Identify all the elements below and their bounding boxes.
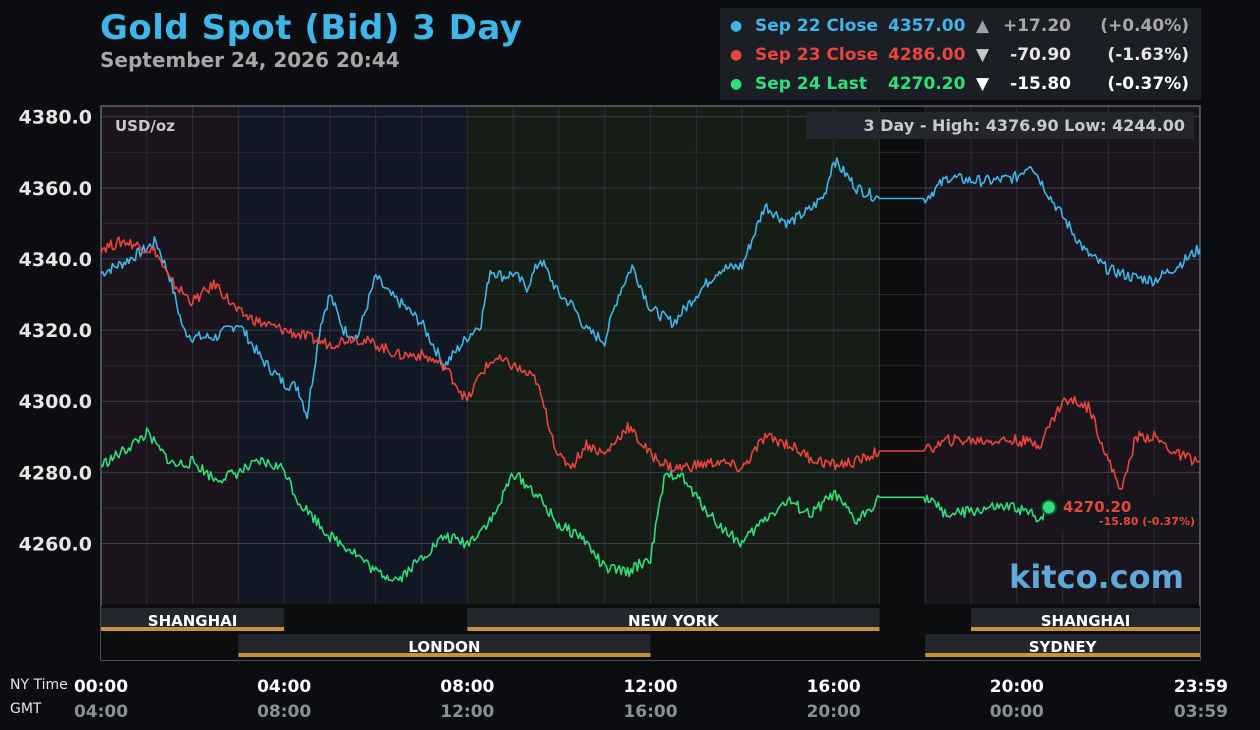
session-band (467, 106, 880, 604)
x-tick-label-ny: 04:00 (257, 677, 311, 697)
x-tick-label-ny: 16:00 (807, 677, 861, 697)
session-label: SYDNEY (1029, 638, 1098, 656)
x-tick-label-gmt: 12:00 (440, 702, 494, 722)
high-low-box (806, 112, 1194, 139)
legend-dot-icon: ● (730, 47, 743, 63)
session-label: SHANGHAI (148, 612, 238, 630)
x-tick-label-gmt: 16:00 (623, 702, 677, 722)
legend-value: 4357.00 (888, 16, 966, 36)
axes: 4380.0 4360.0 4340.0 4320.0 4300.0 4280.0 4260… (19, 107, 1228, 722)
y-tick-label: 4380.0 (19, 107, 92, 129)
gmt-label: GMT (10, 701, 42, 717)
session-block (238, 634, 651, 656)
unit-label: USD/oz (115, 117, 175, 135)
session-band (101, 106, 239, 604)
x-tick-label-gmt: 00:00 (990, 702, 1044, 722)
y-tick-label: 4340.0 (19, 249, 92, 271)
session-block (971, 608, 1200, 630)
x-tick-label-gmt: 04:00 (74, 702, 128, 722)
last-price-marker (1040, 499, 1057, 516)
up-arrow-icon: ▲ (976, 16, 990, 36)
y-tick-label: 4300.0 (19, 391, 92, 413)
legend-value: 4270.20 (888, 74, 966, 94)
ny-time-label: NY Time (10, 677, 68, 693)
chart-date: September 24, 2026 20:44 (100, 48, 400, 72)
legend-dot-icon: ● (730, 76, 743, 92)
y-tick-label: 4260.0 (19, 534, 92, 556)
session-bar (925, 653, 1200, 657)
legend-row-sep23: ● Sep 23 Close 4286.00 ▼ -70.90 (-1.63%) (720, 45, 1201, 73)
legend-row-sep22: ● Sep 22 Close 4357.00 ▲ +17.20 (+0.40%) (720, 16, 1201, 44)
session-block (925, 634, 1200, 656)
legend-name: Sep 24 Last (755, 74, 867, 94)
chart-title: Gold Spot (Bid) 3 Day (100, 8, 523, 48)
last-value-box (1058, 494, 1198, 530)
legend-name: Sep 23 Close (755, 45, 879, 65)
series-lines (100, 157, 1201, 583)
legend-percent: (+0.40%) (1100, 16, 1189, 36)
y-tick-label: 4360.0 (19, 178, 92, 200)
down-arrow-icon: ▼ (976, 45, 990, 65)
session-label: LONDON (408, 638, 480, 656)
session-block (467, 608, 880, 630)
x-tick-label-ny: 20:00 (990, 677, 1044, 697)
legend-change: +17.20 (1002, 16, 1071, 36)
x-tick-label-ny: 23:59 (1174, 677, 1228, 697)
series-line (100, 236, 1201, 491)
legend: ● Sep 22 Close 4357.00 ▲ +17.20 (+0.40%)… (720, 8, 1201, 100)
session-bar (101, 627, 285, 631)
market-sessions: SHANGHAI NEW YORK SHANGHAI LONDON SYDNEY (101, 606, 1200, 660)
series-line (100, 157, 1201, 420)
session-bar (971, 627, 1200, 631)
x-tick-label-ny: 08:00 (440, 677, 494, 697)
y-tick-label: 4280.0 (19, 462, 92, 484)
last-value-label: 4270.20 (1063, 498, 1131, 516)
session-bar (238, 653, 651, 657)
x-tick-label-gmt: 03:59 (1174, 702, 1228, 722)
x-tick-label-ny: 00:00 (74, 677, 128, 697)
last-change-label: -15.80 (-0.37%) (1099, 515, 1195, 528)
session-label: SHANGHAI (1041, 612, 1131, 630)
x-tick-label-ny: 12:00 (623, 677, 677, 697)
x-tick-label-gmt: 08:00 (257, 702, 311, 722)
session-block (101, 608, 285, 630)
legend-dot-icon: ● (730, 18, 743, 34)
legend-row-sep24: ● Sep 24 Last 4270.20 ▼ -15.80 (-0.37%) (720, 74, 1201, 102)
session-label: NEW YORK (628, 612, 720, 630)
legend-percent: (-0.37%) (1107, 74, 1189, 94)
watermark: kitco.com (1009, 558, 1184, 596)
legend-value: 4286.00 (888, 45, 966, 65)
down-arrow-icon: ▼ (976, 74, 990, 94)
legend-change: -70.90 (1010, 45, 1071, 65)
x-tick-label-gmt: 20:00 (807, 702, 861, 722)
y-tick-label: 4320.0 (19, 320, 92, 342)
session-band (238, 106, 468, 604)
session-bar (467, 627, 880, 631)
legend-change: -15.80 (1010, 74, 1071, 94)
high-low-label: 3 Day - High: 4376.90 Low: 4244.00 (864, 116, 1185, 135)
legend-name: Sep 22 Close (755, 16, 879, 36)
legend-percent: (-1.63%) (1107, 45, 1189, 65)
session-band (879, 106, 926, 604)
series-line (100, 427, 1050, 583)
